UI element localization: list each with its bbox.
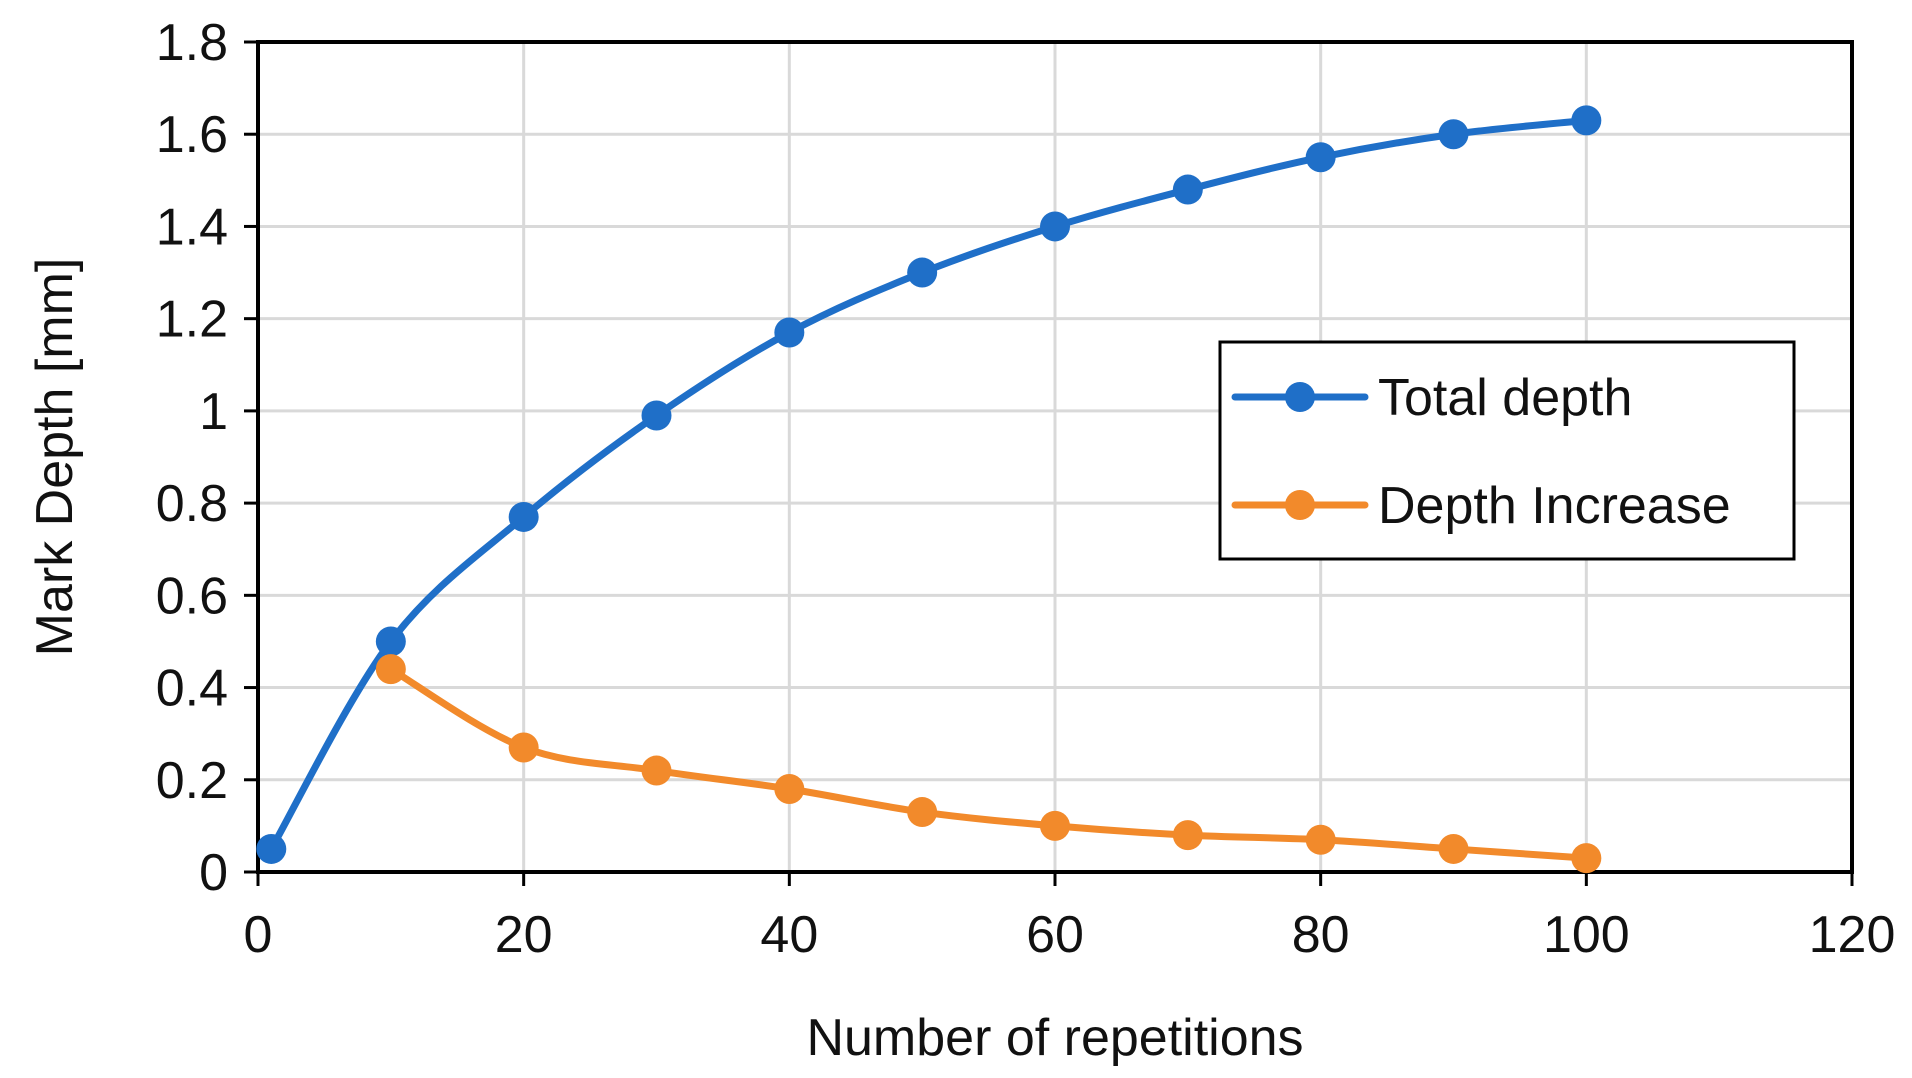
data-point [641,400,672,431]
data-point [1438,833,1469,864]
series-line [387,665,1590,862]
data-point [508,732,539,763]
data-point [774,317,805,348]
legend-item: Depth Increase [1231,477,1731,535]
data-point [907,257,938,288]
y-tick-label: 0.2 [156,752,228,810]
data-point [641,755,672,786]
data-point [375,654,406,685]
series-0 [256,105,1602,864]
y-tick-label: 1.8 [156,14,228,72]
data-point [1040,211,1070,242]
x-tick-label: 80 [1292,906,1350,964]
data-point [375,626,406,657]
legend-label: Total depth [1378,369,1632,427]
y-tick-label: 0.8 [156,475,228,533]
data-point [1305,824,1336,855]
series [256,105,1602,874]
data-point [1571,843,1602,874]
x-axis-title: Number of repetitions [806,1009,1303,1067]
legend-items: Total depth Depth Increase [1231,369,1731,535]
legend: Total depth Depth Increase [1218,340,1796,561]
y-tick-label: 1.6 [156,106,228,164]
data-point [907,797,938,828]
data-point [508,501,539,532]
x-tick-label: 120 [1809,906,1896,964]
x-tick-label: 100 [1543,906,1630,964]
axis-ticks: 0 20 40 60 80 100 120 0 0.2 0.4 0.6 0.8 1 1.2 1.4 1.6 1.… [156,14,1896,964]
legend-swatch-marker [1285,382,1315,412]
y-tick-label: 1 [199,383,228,441]
y-tick-label: 0 [199,844,228,902]
x-tick-label: 20 [495,906,553,964]
series-1 [375,654,1602,874]
legend-box [1218,340,1796,561]
y-tick-label: 0.4 [156,660,228,718]
y-tick-label: 1.4 [156,198,228,256]
data-point [1571,105,1602,136]
data-point [1172,174,1203,205]
y-tick-label: 0.6 [156,567,228,625]
data-point [256,833,287,864]
data-point [1040,810,1070,841]
legend-swatch-marker [1285,490,1315,520]
data-point [774,774,805,804]
series-line [267,116,1590,853]
x-tick-label: 60 [1026,906,1084,964]
data-point [1438,119,1469,150]
y-axis-title: Mark Depth [mm] [26,258,84,657]
legend-item: Total depth [1231,369,1632,427]
x-tick-label: 40 [760,906,818,964]
x-tick-label: 0 [244,906,273,964]
legend-label: Depth Increase [1378,477,1731,535]
data-point [1305,142,1336,173]
y-tick-label: 1.2 [156,291,228,349]
data-point [1172,820,1203,851]
